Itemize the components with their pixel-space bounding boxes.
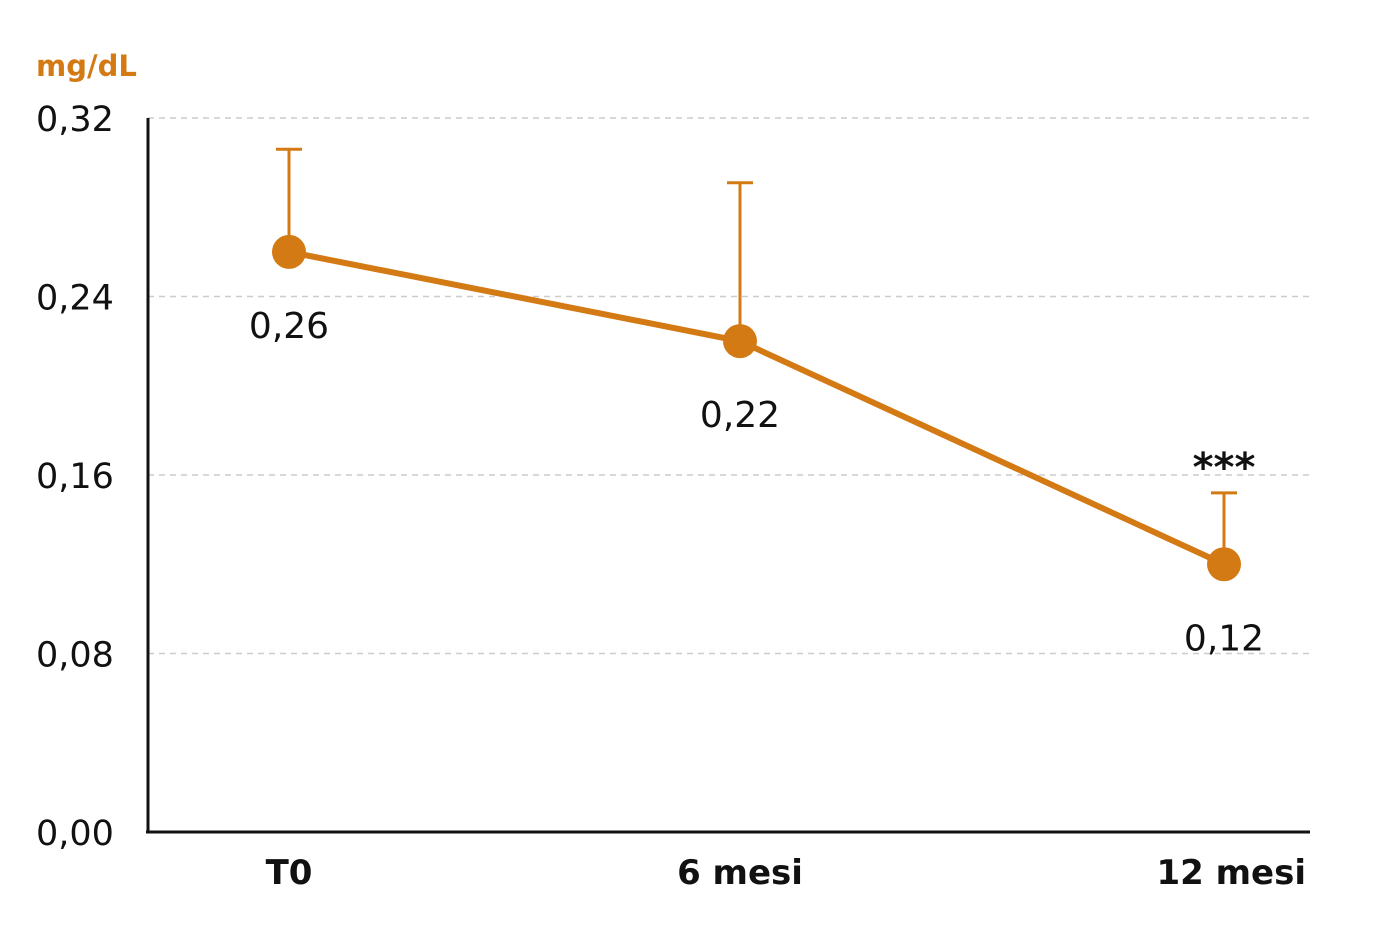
data-point [723, 324, 757, 359]
data-points [272, 234, 1241, 582]
y-tick-label: 0,00 [36, 814, 114, 854]
x-tick-label: 6 mesi [677, 853, 803, 893]
x-axis-ticks: T0 6 mesi 12 mesi [266, 853, 1306, 893]
x-tick-label: T0 [266, 853, 313, 893]
data-label: 0,22 [700, 395, 780, 436]
y-axis-unit-label: mg/dL [36, 49, 137, 83]
gridlines [148, 117, 1310, 655]
x-tick-label: 12 mesi [1156, 853, 1306, 893]
y-tick-label: 0,24 [36, 279, 114, 319]
y-axis-ticks: 0,00 0,08 0,16 0,24 0,32 [36, 100, 114, 854]
y-tick-label: 0,08 [36, 636, 114, 676]
data-label: 0,12 [1184, 618, 1264, 659]
data-point [272, 234, 306, 269]
data-label: 0,26 [249, 306, 329, 347]
error-bars [276, 147, 1237, 565]
data-point [1207, 547, 1241, 582]
annotations: *** [1193, 445, 1256, 491]
axes [146, 118, 1310, 834]
data-labels: 0,26 0,22 0,12 [249, 306, 1264, 659]
y-tick-label: 0,32 [36, 100, 114, 140]
significance-annotation: *** [1193, 445, 1256, 491]
y-tick-label: 0,16 [36, 457, 114, 497]
